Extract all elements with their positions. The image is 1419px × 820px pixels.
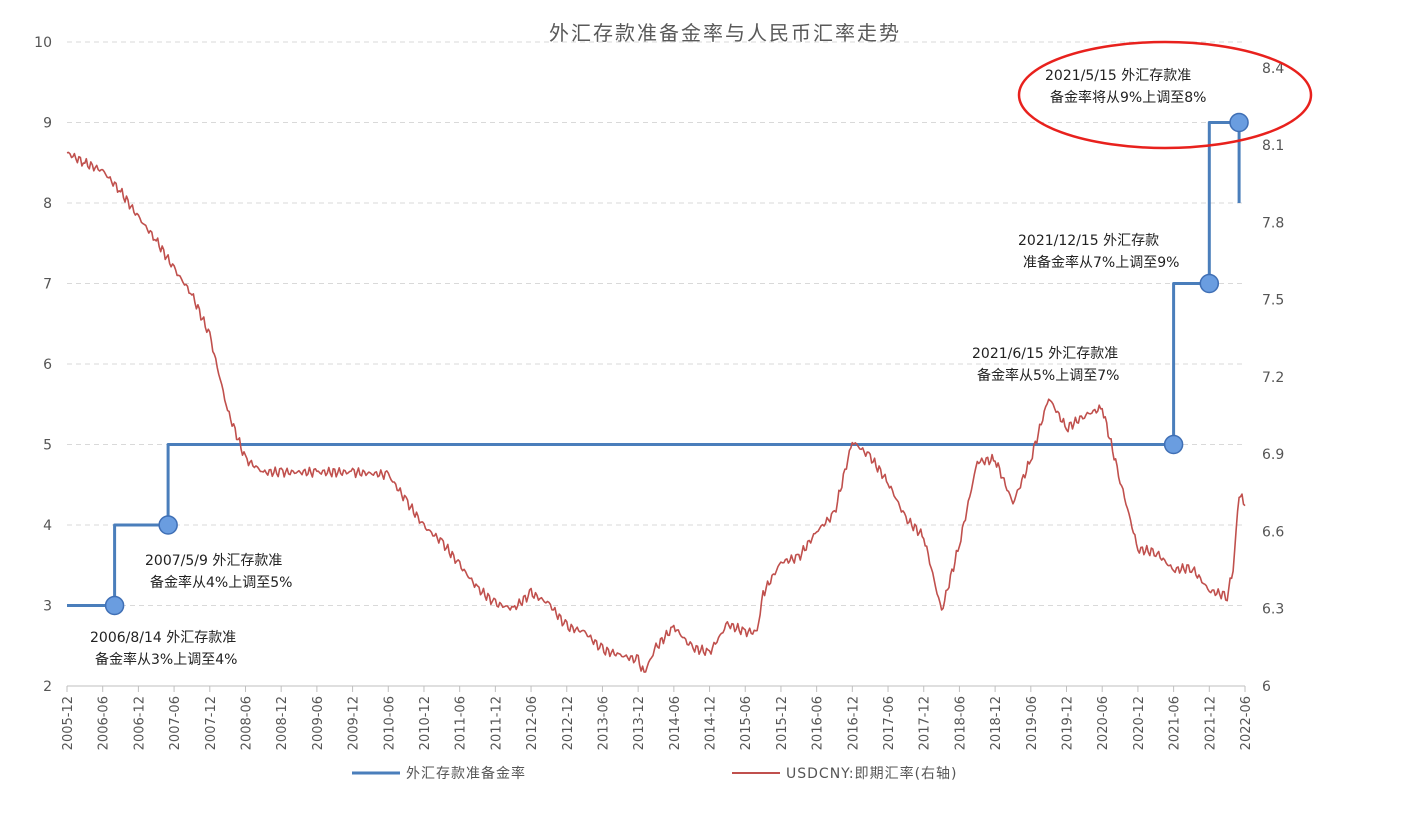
series-line-usdcny bbox=[66, 151, 1246, 673]
x-tick-label: 2007-12 bbox=[204, 696, 219, 750]
right-tick-label: 6 bbox=[1262, 679, 1271, 695]
x-tick-label: 2013-12 bbox=[632, 696, 647, 750]
left-tick-label: 8 bbox=[43, 196, 52, 212]
x-tick-label: 2019-12 bbox=[1061, 696, 1076, 750]
x-tick-label: 2008-06 bbox=[239, 696, 254, 750]
right-tick-label: 7.8 bbox=[1262, 215, 1284, 231]
x-tick-label: 2014-06 bbox=[668, 696, 683, 750]
x-tick-label: 2021-12 bbox=[1203, 696, 1218, 750]
left-tick-label: 7 bbox=[43, 277, 52, 293]
left-tick-label: 6 bbox=[43, 357, 52, 373]
annotation-text: 备金率从5%上调至7% bbox=[977, 367, 1119, 384]
annotation-text: 备金率从3%上调至4% bbox=[95, 651, 237, 668]
x-tick-label: 2015-06 bbox=[739, 696, 754, 750]
chart-title: 外汇存款准备金率与人民币汇率走势 bbox=[549, 21, 901, 45]
annotation-text: 2007/5/9 外汇存款准 bbox=[145, 553, 282, 569]
right-tick-label: 6.6 bbox=[1262, 524, 1284, 540]
x-tick-label: 2015-12 bbox=[775, 696, 790, 750]
event-marker bbox=[1163, 434, 1184, 455]
annotation-text: 准备金率从7%上调至9% bbox=[1023, 254, 1179, 271]
x-tick-label: 2014-12 bbox=[704, 696, 719, 750]
x-tick-label: 2017-06 bbox=[882, 696, 897, 750]
x-tick-label: 2021-06 bbox=[1168, 696, 1183, 750]
x-tick-label: 2016-06 bbox=[811, 696, 826, 750]
event-marker bbox=[1229, 112, 1249, 133]
annotation-text: 2021/6/15 外汇存款准 bbox=[972, 346, 1118, 362]
x-tick-label: 2009-06 bbox=[311, 696, 326, 750]
x-axis: 2005-12 2006-06 2006-12 2007-06 2007-12 2008-… bbox=[61, 685, 1254, 750]
annotation-text: 2021/12/15 外汇存款 bbox=[1018, 233, 1159, 249]
x-tick-label: 2009-12 bbox=[347, 696, 362, 750]
marker-layer bbox=[104, 112, 1249, 616]
x-tick-label: 2011-12 bbox=[489, 696, 504, 750]
annotation-text: 2006/8/14 外汇存款准 bbox=[90, 630, 236, 646]
highlight-ellipse bbox=[1017, 40, 1313, 150]
x-tick-label: 2013-06 bbox=[596, 696, 611, 750]
left-tick-label: 2 bbox=[43, 679, 52, 695]
legend-label: 外汇存款准备金率 bbox=[406, 765, 526, 782]
annotation-text: 2021/5/15 外汇存款准 bbox=[1045, 68, 1191, 84]
x-tick-label: 2018-06 bbox=[953, 696, 968, 750]
annotation-text: 备金率从4%上调至5% bbox=[150, 574, 292, 591]
x-tick-label: 2016-12 bbox=[846, 696, 861, 750]
left-tick-label: 10 bbox=[34, 35, 52, 51]
event-marker bbox=[1199, 273, 1220, 294]
x-tick-label: 2017-12 bbox=[918, 696, 933, 750]
event-marker bbox=[158, 515, 178, 535]
x-tick-label: 2018-12 bbox=[989, 696, 1004, 750]
x-tick-label: 2010-06 bbox=[382, 696, 397, 750]
x-tick-label: 2006-12 bbox=[132, 696, 147, 750]
legend-label: USDCNY:即期汇率(右轴) bbox=[786, 765, 958, 782]
legend: 外汇存款准备金率 USDCNY:即期汇率(右轴) bbox=[352, 765, 958, 782]
right-y-axis: 6 6.3 6.6 6.9 7.2 7.5 7.8 8.1 8.4 bbox=[1262, 61, 1284, 695]
left-tick-label: 3 bbox=[43, 599, 52, 615]
event-marker bbox=[104, 595, 125, 616]
x-tick-label: 2012-12 bbox=[561, 696, 576, 750]
right-tick-label: 7.5 bbox=[1262, 293, 1284, 309]
left-tick-label: 5 bbox=[43, 438, 52, 454]
x-tick-label: 2019-06 bbox=[1025, 696, 1040, 750]
right-tick-label: 6.9 bbox=[1262, 447, 1284, 463]
right-tick-label: 6.3 bbox=[1262, 602, 1284, 618]
right-tick-label: 7.2 bbox=[1262, 370, 1284, 386]
annotation-text: 备金率将从9%上调至8% bbox=[1050, 89, 1206, 106]
left-y-axis: 2 3 4 5 6 7 8 9 10 bbox=[34, 35, 52, 695]
right-tick-label: 8.4 bbox=[1262, 61, 1284, 77]
x-tick-label: 2020-06 bbox=[1096, 696, 1111, 750]
left-tick-label: 4 bbox=[43, 518, 52, 534]
x-tick-label: 2010-12 bbox=[418, 696, 433, 750]
x-tick-label: 2008-12 bbox=[275, 696, 290, 750]
gridlines bbox=[67, 41, 1245, 606]
right-tick-label: 8.1 bbox=[1262, 138, 1284, 154]
x-tick-label: 2006-06 bbox=[97, 696, 112, 750]
x-tick-label: 2011-06 bbox=[454, 696, 469, 750]
x-tick-label: 2012-06 bbox=[525, 696, 540, 750]
x-tick-label: 2022-06 bbox=[1239, 696, 1254, 750]
x-tick-label: 2005-12 bbox=[61, 696, 76, 750]
left-tick-label: 9 bbox=[43, 116, 52, 132]
x-tick-label: 2020-12 bbox=[1132, 696, 1147, 750]
x-tick-label: 2007-06 bbox=[168, 696, 183, 750]
